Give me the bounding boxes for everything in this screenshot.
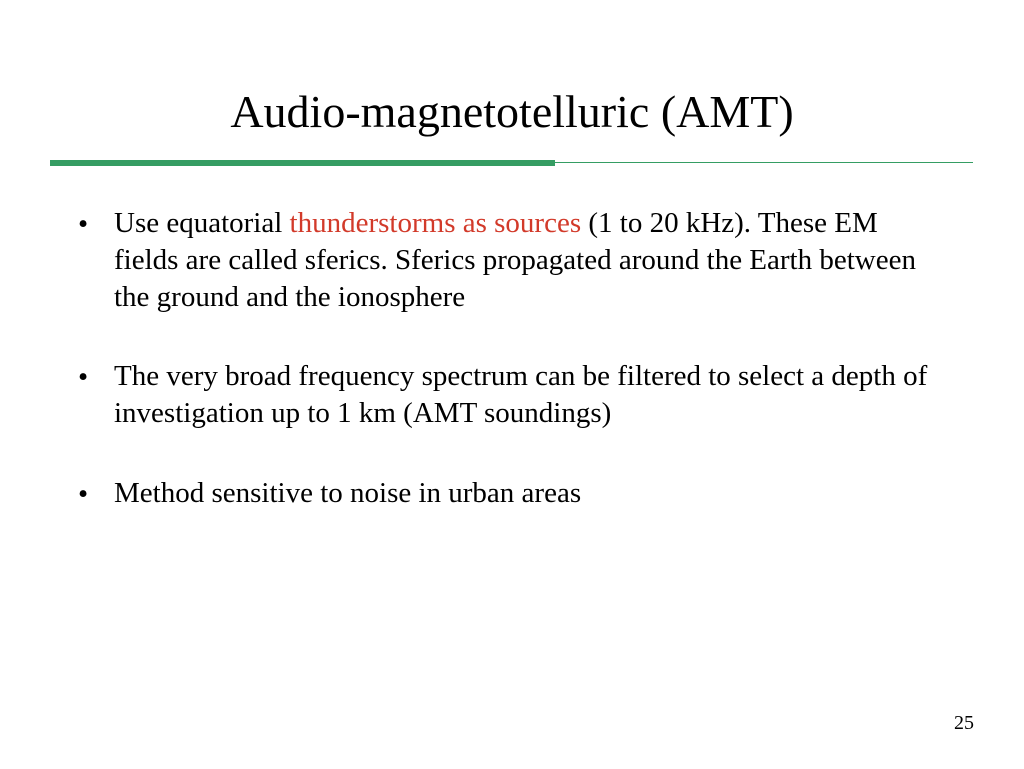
bullet-item: • Method sensitive to noise in urban are…: [78, 475, 948, 513]
divider-thin: [555, 162, 973, 163]
bullet-text: Use equatorial thunderstorms as sources …: [114, 205, 948, 316]
divider-thick: [50, 160, 555, 166]
bullet-text: The very broad frequency spectrum can be…: [114, 358, 948, 432]
title-divider: [50, 160, 973, 166]
bullet-item: • The very broad frequency spectrum can …: [78, 358, 948, 432]
bullet-pre: Use equatorial: [114, 207, 290, 239]
bullet-highlight: thunderstorms as sources: [290, 207, 582, 239]
bullet-pre: The very broad frequency spectrum can be…: [114, 360, 927, 429]
bullet-pre: Method sensitive to noise in urban areas: [114, 477, 581, 509]
slide: Audio-magnetotelluric (AMT) • Use equato…: [0, 0, 1024, 769]
content-area: • Use equatorial thunderstorms as source…: [78, 205, 948, 555]
bullet-text: Method sensitive to noise in urban areas: [114, 475, 948, 512]
bullet-dot-icon: •: [78, 475, 114, 513]
bullet-item: • Use equatorial thunderstorms as source…: [78, 205, 948, 316]
slide-title: Audio-magnetotelluric (AMT): [0, 85, 1024, 138]
bullet-dot-icon: •: [78, 205, 114, 243]
bullet-dot-icon: •: [78, 358, 114, 396]
page-number: 25: [954, 712, 974, 735]
